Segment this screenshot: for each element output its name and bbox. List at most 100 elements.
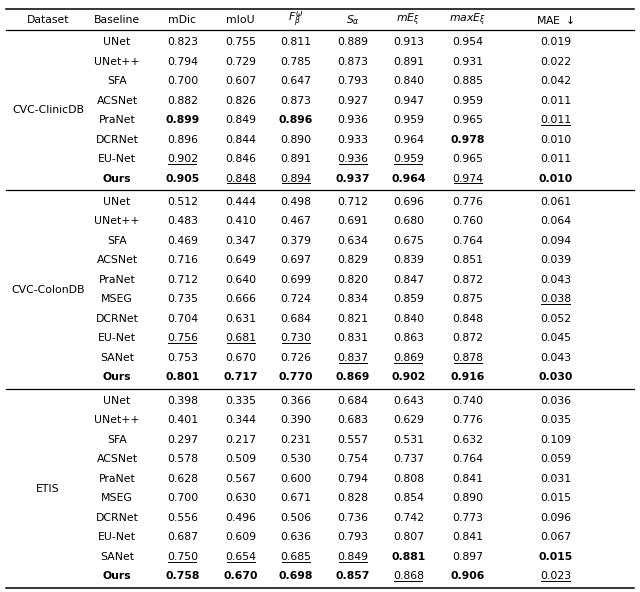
Text: 0.467: 0.467 xyxy=(280,217,311,226)
Text: 0.634: 0.634 xyxy=(337,236,368,246)
Text: 0.740: 0.740 xyxy=(452,396,483,406)
Text: 0.681: 0.681 xyxy=(225,333,256,343)
Text: $maxE_{\xi}$: $maxE_{\xi}$ xyxy=(449,11,486,28)
Text: 0.031: 0.031 xyxy=(540,474,571,484)
Text: 0.750: 0.750 xyxy=(167,552,198,562)
Text: MSEG: MSEG xyxy=(101,493,133,503)
Text: Dataset: Dataset xyxy=(27,15,69,25)
Text: 0.933: 0.933 xyxy=(337,134,368,144)
Text: mDic: mDic xyxy=(168,15,196,25)
Text: 0.873: 0.873 xyxy=(337,56,368,66)
Text: 0.760: 0.760 xyxy=(452,217,483,226)
Text: 0.770: 0.770 xyxy=(278,372,313,382)
Text: 0.848: 0.848 xyxy=(225,173,256,184)
Text: 0.846: 0.846 xyxy=(225,154,256,164)
Text: 0.666: 0.666 xyxy=(225,294,256,304)
Text: 0.890: 0.890 xyxy=(280,134,311,144)
Text: 0.859: 0.859 xyxy=(393,294,424,304)
Text: 0.902: 0.902 xyxy=(391,372,426,382)
Text: 0.890: 0.890 xyxy=(452,493,483,503)
Text: 0.828: 0.828 xyxy=(337,493,368,503)
Text: 0.872: 0.872 xyxy=(452,333,483,343)
Text: 0.894: 0.894 xyxy=(280,173,311,184)
Text: 0.927: 0.927 xyxy=(337,95,368,105)
Text: 0.401: 0.401 xyxy=(167,416,198,425)
Text: 0.742: 0.742 xyxy=(393,513,424,523)
Text: 0.834: 0.834 xyxy=(337,294,368,304)
Text: 0.891: 0.891 xyxy=(393,56,424,66)
Text: UNet++: UNet++ xyxy=(94,56,140,66)
Text: 0.785: 0.785 xyxy=(280,56,311,66)
Text: 0.936: 0.936 xyxy=(337,115,368,125)
Text: 0.578: 0.578 xyxy=(167,454,198,464)
Text: 0.643: 0.643 xyxy=(393,396,424,406)
Text: CVC-ColonDB: CVC-ColonDB xyxy=(12,285,84,295)
Text: 0.755: 0.755 xyxy=(225,37,256,47)
Text: 0.754: 0.754 xyxy=(337,454,368,464)
Text: DCRNet: DCRNet xyxy=(96,513,138,523)
Text: 0.974: 0.974 xyxy=(452,173,483,184)
Text: EU-Net: EU-Net xyxy=(98,154,136,164)
Text: 0.959: 0.959 xyxy=(393,154,424,164)
Text: 0.717: 0.717 xyxy=(223,372,258,382)
Text: 0.043: 0.043 xyxy=(540,353,571,363)
Text: 0.043: 0.043 xyxy=(540,275,571,285)
Text: 0.649: 0.649 xyxy=(225,255,256,265)
Text: 0.636: 0.636 xyxy=(280,532,311,542)
Text: 0.607: 0.607 xyxy=(225,76,256,86)
Text: 0.829: 0.829 xyxy=(337,255,368,265)
Text: 0.730: 0.730 xyxy=(280,333,311,343)
Text: 0.724: 0.724 xyxy=(280,294,311,304)
Text: 0.498: 0.498 xyxy=(280,197,311,207)
Text: 0.882: 0.882 xyxy=(167,95,198,105)
Text: SANet: SANet xyxy=(100,552,134,562)
Text: 0.837: 0.837 xyxy=(337,353,368,363)
Text: 0.217: 0.217 xyxy=(225,435,256,445)
Text: 0.469: 0.469 xyxy=(167,236,198,246)
Text: 0.959: 0.959 xyxy=(393,115,424,125)
Text: Baseline: Baseline xyxy=(94,15,140,25)
Text: 0.670: 0.670 xyxy=(223,571,258,581)
Text: 0.954: 0.954 xyxy=(452,37,483,47)
Text: 0.683: 0.683 xyxy=(337,416,368,425)
Text: 0.015: 0.015 xyxy=(538,552,573,562)
Text: 0.906: 0.906 xyxy=(451,571,485,581)
Text: PraNet: PraNet xyxy=(99,474,136,484)
Text: 0.873: 0.873 xyxy=(280,95,311,105)
Text: 0.039: 0.039 xyxy=(540,255,571,265)
Text: 0.978: 0.978 xyxy=(451,134,485,144)
Text: 0.849: 0.849 xyxy=(337,552,368,562)
Text: 0.045: 0.045 xyxy=(540,333,571,343)
Text: 0.410: 0.410 xyxy=(225,217,256,226)
Text: 0.869: 0.869 xyxy=(393,353,424,363)
Text: 0.344: 0.344 xyxy=(225,416,256,425)
Text: 0.035: 0.035 xyxy=(540,416,571,425)
Text: 0.959: 0.959 xyxy=(452,95,483,105)
Text: 0.654: 0.654 xyxy=(225,552,256,562)
Text: 0.109: 0.109 xyxy=(540,435,571,445)
Text: 0.509: 0.509 xyxy=(225,454,256,464)
Text: 0.042: 0.042 xyxy=(540,76,571,86)
Text: 0.699: 0.699 xyxy=(280,275,311,285)
Text: 0.891: 0.891 xyxy=(280,154,311,164)
Text: 0.821: 0.821 xyxy=(337,314,368,324)
Text: 0.019: 0.019 xyxy=(540,37,571,47)
Text: 0.936: 0.936 xyxy=(337,154,368,164)
Text: 0.680: 0.680 xyxy=(393,217,424,226)
Text: 0.379: 0.379 xyxy=(280,236,311,246)
Text: 0.059: 0.059 xyxy=(540,454,571,464)
Text: UNet++: UNet++ xyxy=(94,217,140,226)
Text: 0.670: 0.670 xyxy=(225,353,256,363)
Text: 0.011: 0.011 xyxy=(540,115,571,125)
Text: 0.647: 0.647 xyxy=(280,76,311,86)
Text: 0.061: 0.061 xyxy=(540,197,571,207)
Text: 0.698: 0.698 xyxy=(278,571,313,581)
Text: 0.735: 0.735 xyxy=(167,294,198,304)
Text: 0.848: 0.848 xyxy=(452,314,483,324)
Text: 0.729: 0.729 xyxy=(225,56,256,66)
Text: $S_{\alpha}$: $S_{\alpha}$ xyxy=(346,12,360,27)
Text: SANet: SANet xyxy=(100,353,134,363)
Text: 0.737: 0.737 xyxy=(393,454,424,464)
Text: 0.849: 0.849 xyxy=(225,115,256,125)
Text: 0.811: 0.811 xyxy=(280,37,311,47)
